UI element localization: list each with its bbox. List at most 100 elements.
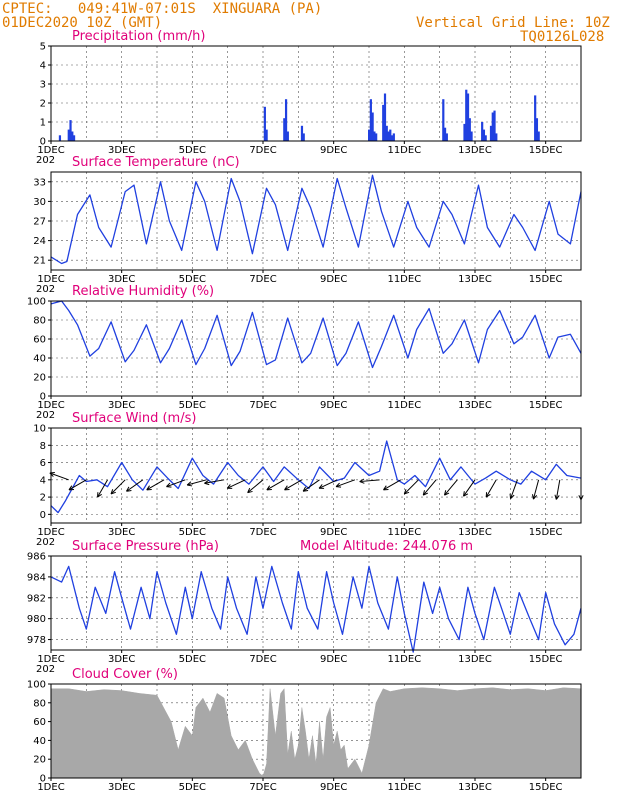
precip-bar xyxy=(387,131,390,141)
y-tick-label: 2 xyxy=(40,493,46,504)
x-tick-label: 3DEC xyxy=(108,145,135,156)
panel-frame xyxy=(50,683,582,779)
y-tick-label: 10 xyxy=(33,424,46,435)
x-tick-label: 5DEC xyxy=(179,274,206,285)
y-tick-label: 27 xyxy=(33,217,46,228)
y-tick-label: 20 xyxy=(33,373,46,384)
panel-title: Precipitation (mm/h) xyxy=(72,29,205,44)
precip-bar xyxy=(491,112,494,141)
panel-4: 0 2 4 6 8 10 1DEC 3DEC 5DEC 7DEC 9DEC 11DEC 13DEC 15D… xyxy=(33,411,584,548)
wind-vector-head xyxy=(247,487,251,493)
x-tick-label: 3DEC xyxy=(108,527,135,538)
model-altitude-label: Model Altitude: 244.076 m xyxy=(300,539,473,554)
panel-6: 0 20 40 60 80 100 1DEC 3DEC 5DEC 7DEC 9DEC 11DEC 13D… xyxy=(27,667,582,793)
wind-vector-head xyxy=(443,490,447,496)
x-tick-label: 9DEC xyxy=(320,782,347,793)
wind-vector-head xyxy=(383,485,387,491)
precip-bar xyxy=(463,123,466,141)
wind-vector xyxy=(146,479,165,491)
precip-bar xyxy=(371,112,374,141)
x-year-fragment: 202 xyxy=(36,155,55,166)
y-tick-label: 100 xyxy=(27,297,46,308)
x-tick-label: 13DEC xyxy=(458,400,492,411)
x-tick-label: 1DEC xyxy=(37,782,64,793)
wind-vector-head xyxy=(302,486,307,492)
wind-vector-head xyxy=(533,495,538,500)
precip-bar xyxy=(368,129,371,141)
precip-bar xyxy=(382,104,385,141)
wind-vector-head xyxy=(247,490,253,494)
precip-bar xyxy=(286,131,289,141)
precip-bar xyxy=(69,120,72,141)
wind-vector-head xyxy=(423,492,429,496)
wind-vector xyxy=(422,479,437,496)
panel-title: Surface Pressure (hPa) xyxy=(72,539,219,554)
wind-vector-head xyxy=(284,485,288,491)
precip-bar xyxy=(58,135,62,141)
wind-vector-head xyxy=(335,482,340,488)
x-tick-label: 9DEC xyxy=(320,274,347,285)
x-tick-label: 1DEC xyxy=(37,654,64,665)
panel-5: 978 980 982 984 986 1DEC 3DEC 5DEC 7DEC 9DEC 11DEC… xyxy=(27,539,582,675)
x-tick-label: 7DEC xyxy=(249,274,276,285)
x-tick-label: 3DEC xyxy=(108,400,135,411)
y-tick-label: 80 xyxy=(33,316,46,327)
precip-bar xyxy=(369,99,372,141)
precip-bar xyxy=(442,99,445,141)
header-location: CPTEC: 049:41W-07:01S XINGUARA (PA) xyxy=(2,1,323,17)
precip-bar xyxy=(265,129,268,141)
y-tick-label: 6 xyxy=(40,458,46,469)
precip-bar xyxy=(481,122,484,141)
precip-bar xyxy=(468,118,471,141)
x-tick-label: 5DEC xyxy=(179,145,206,156)
wind-vector-head xyxy=(404,491,410,495)
wind-vector-head xyxy=(204,479,209,484)
y-tick-label: 40 xyxy=(33,736,46,747)
wind-vector xyxy=(68,479,87,491)
x-tick-label: 13DEC xyxy=(458,274,492,285)
wind-vector-head xyxy=(126,489,132,492)
y-tick-label: 100 xyxy=(27,680,46,691)
precip-bar xyxy=(385,125,388,141)
x-tick-label: 3DEC xyxy=(108,654,135,665)
wind-vector xyxy=(532,479,540,500)
y-tick-label: 0 xyxy=(40,774,46,785)
y-tick-label: 0 xyxy=(40,137,46,148)
wind-vector-head xyxy=(359,481,365,484)
x-tick-label: 7DEC xyxy=(249,400,276,411)
precip-bar xyxy=(72,135,76,141)
x-tick-label: 1DEC xyxy=(37,145,64,156)
x-tick-label: 5DEC xyxy=(179,527,206,538)
wind-vector-head xyxy=(510,494,515,499)
x-tick-label: 9DEC xyxy=(320,654,347,665)
y-tick-label: 20 xyxy=(33,755,46,766)
wind-vector xyxy=(110,479,126,495)
panel-title: Cloud Cover (%) xyxy=(72,667,178,682)
wind-vector xyxy=(247,479,264,494)
precip-bar xyxy=(484,135,487,141)
wind-vector-head xyxy=(110,491,116,495)
x-year-fragment: 202 xyxy=(36,410,55,421)
x-tick-label: 15DEC xyxy=(529,782,563,793)
x-year-fragment: 202 xyxy=(36,664,55,675)
precip-bar xyxy=(489,125,493,141)
y-tick-label: 4 xyxy=(40,61,46,72)
y-tick-label: 980 xyxy=(27,614,46,625)
wind-vector xyxy=(359,479,380,483)
wind-vector xyxy=(335,479,356,488)
precip-bar xyxy=(71,131,74,141)
wind-vector xyxy=(126,479,144,492)
precip-bar xyxy=(300,125,304,141)
precip-bar xyxy=(284,99,288,141)
y-tick-label: 60 xyxy=(33,717,46,728)
precip-bar xyxy=(383,93,387,141)
wind-vector-head xyxy=(68,485,73,491)
wind-vector xyxy=(97,479,108,498)
panel-frame xyxy=(50,45,582,142)
wind-vector xyxy=(166,479,186,488)
wind-vector-head xyxy=(49,472,54,477)
x-tick-label: 11DEC xyxy=(387,274,421,285)
precip-bar xyxy=(537,131,540,141)
panel-title: Surface Temperature (nC) xyxy=(72,155,240,170)
